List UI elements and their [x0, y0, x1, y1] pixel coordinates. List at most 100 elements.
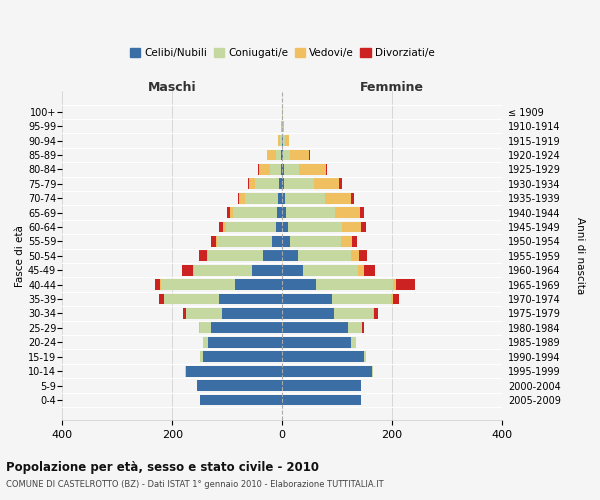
- Bar: [339, 178, 341, 189]
- Bar: [269, 164, 281, 175]
- Bar: [226, 222, 275, 232]
- Bar: [263, 250, 282, 261]
- Bar: [211, 322, 282, 334]
- Bar: [364, 265, 374, 276]
- Bar: [238, 193, 239, 203]
- Bar: [284, 164, 299, 175]
- Bar: [282, 207, 286, 218]
- Bar: [185, 366, 186, 376]
- Bar: [186, 308, 222, 319]
- Bar: [358, 265, 364, 276]
- Bar: [325, 193, 351, 203]
- Bar: [282, 366, 372, 376]
- Bar: [216, 236, 217, 247]
- Bar: [351, 193, 353, 203]
- Bar: [200, 352, 203, 362]
- Bar: [282, 150, 283, 160]
- Bar: [284, 178, 314, 189]
- Text: Femmine: Femmine: [360, 82, 424, 94]
- Bar: [160, 279, 161, 290]
- Bar: [282, 193, 285, 203]
- Bar: [348, 322, 362, 334]
- Bar: [282, 164, 284, 175]
- Bar: [217, 236, 272, 247]
- Text: Maschi: Maschi: [148, 82, 197, 94]
- Bar: [332, 294, 391, 304]
- Bar: [373, 308, 374, 319]
- Bar: [278, 193, 282, 203]
- Bar: [287, 222, 341, 232]
- Bar: [282, 380, 361, 391]
- Bar: [281, 150, 282, 160]
- Bar: [290, 150, 309, 160]
- Bar: [283, 121, 284, 132]
- Bar: [285, 135, 289, 146]
- Bar: [275, 150, 281, 160]
- Bar: [278, 135, 280, 146]
- Bar: [230, 207, 233, 218]
- Bar: [245, 193, 278, 203]
- Bar: [341, 236, 352, 247]
- Bar: [182, 265, 193, 276]
- Bar: [362, 322, 364, 334]
- Bar: [352, 250, 359, 261]
- Bar: [359, 250, 367, 261]
- Bar: [239, 193, 245, 203]
- Bar: [223, 222, 226, 232]
- Bar: [282, 279, 316, 290]
- Bar: [351, 337, 356, 347]
- Bar: [341, 222, 361, 232]
- Bar: [161, 279, 235, 290]
- Bar: [314, 178, 339, 189]
- Text: COMUNE DI CASTELROTTO (BZ) - Dati ISTAT 1° gennaio 2010 - Elaborazione TUTTITALI: COMUNE DI CASTELROTTO (BZ) - Dati ISTAT …: [6, 480, 383, 489]
- Bar: [334, 308, 373, 319]
- Bar: [282, 394, 361, 406]
- Bar: [396, 279, 415, 290]
- Bar: [393, 279, 396, 290]
- Y-axis label: Fasce di età: Fasce di età: [15, 225, 25, 287]
- Bar: [316, 279, 393, 290]
- Bar: [283, 135, 285, 146]
- Bar: [282, 178, 284, 189]
- Bar: [392, 294, 399, 304]
- Bar: [208, 337, 282, 347]
- Bar: [282, 265, 303, 276]
- Bar: [286, 207, 335, 218]
- Bar: [285, 193, 325, 203]
- Bar: [200, 394, 282, 406]
- Bar: [277, 207, 282, 218]
- Bar: [249, 178, 255, 189]
- Text: Popolazione per età, sesso e stato civile - 2010: Popolazione per età, sesso e stato civil…: [6, 462, 319, 474]
- Bar: [303, 265, 358, 276]
- Bar: [211, 236, 216, 247]
- Bar: [159, 294, 164, 304]
- Bar: [227, 207, 230, 218]
- Bar: [207, 250, 208, 261]
- Bar: [352, 236, 358, 247]
- Bar: [199, 250, 207, 261]
- Bar: [282, 322, 348, 334]
- Bar: [282, 352, 364, 362]
- Bar: [275, 222, 282, 232]
- Bar: [372, 366, 373, 376]
- Bar: [364, 352, 366, 362]
- Bar: [203, 352, 282, 362]
- Bar: [391, 294, 392, 304]
- Bar: [222, 308, 282, 319]
- Bar: [282, 308, 334, 319]
- Bar: [164, 294, 219, 304]
- Bar: [282, 294, 332, 304]
- Bar: [259, 164, 269, 175]
- Y-axis label: Anni di nascita: Anni di nascita: [575, 217, 585, 294]
- Bar: [290, 236, 341, 247]
- Bar: [233, 207, 277, 218]
- Bar: [200, 322, 211, 334]
- Bar: [197, 380, 282, 391]
- Bar: [252, 265, 282, 276]
- Bar: [326, 164, 327, 175]
- Bar: [280, 178, 282, 189]
- Bar: [282, 337, 351, 347]
- Bar: [248, 178, 249, 189]
- Bar: [208, 250, 263, 261]
- Bar: [235, 279, 282, 290]
